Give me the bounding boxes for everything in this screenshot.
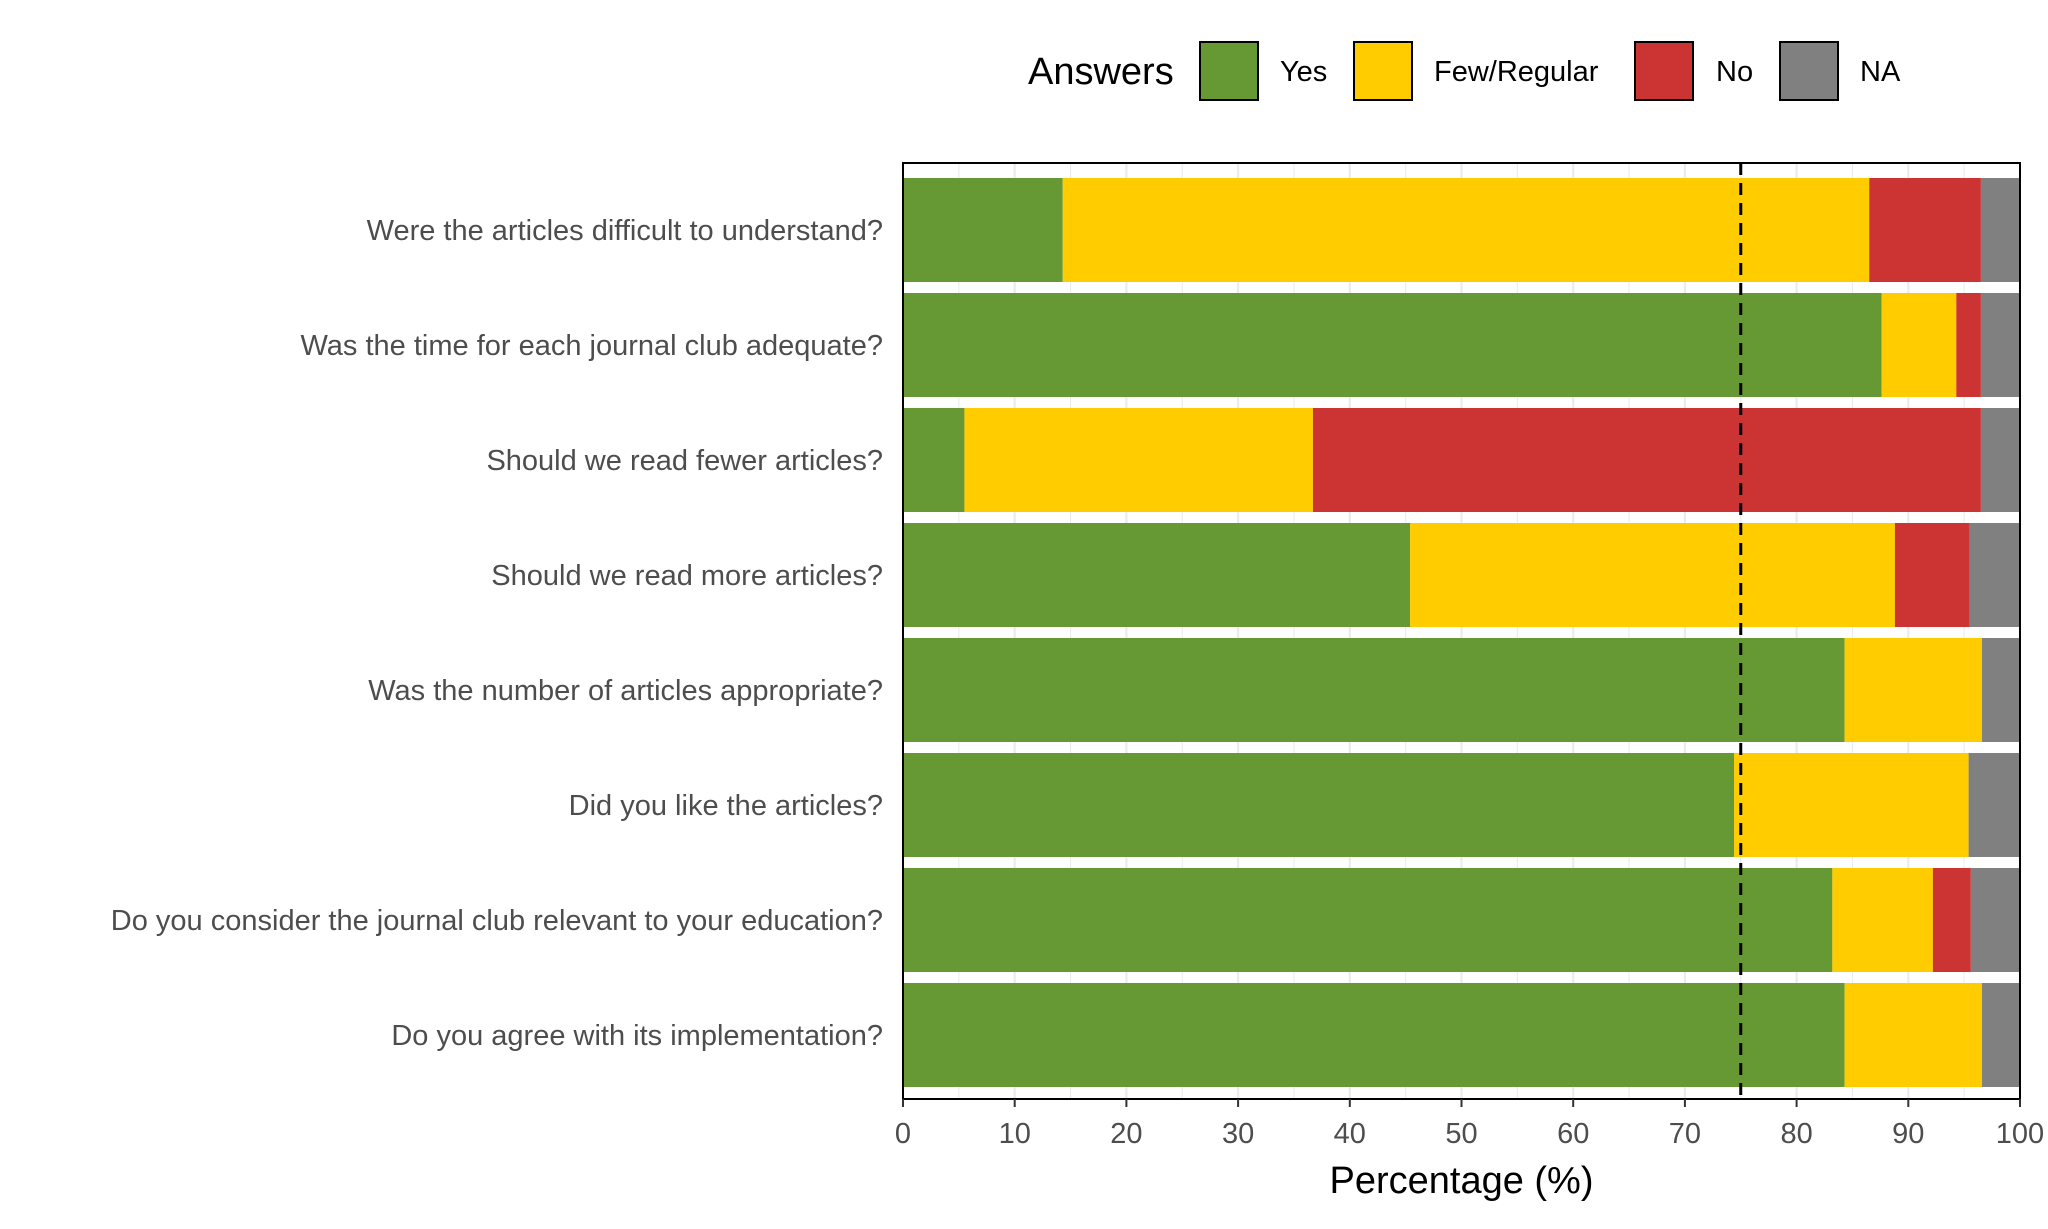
- legend-key-yes: [1199, 41, 1259, 101]
- x-tick-label: 60: [1557, 1118, 1589, 1150]
- legend-label-no: No: [1716, 56, 1753, 88]
- question-labels: Were the articles difficult to understan…: [111, 215, 883, 1052]
- bar-segment-few-regular-row-3: [964, 408, 1313, 512]
- bars: [903, 178, 2020, 1087]
- x-tick-label: 30: [1222, 1118, 1254, 1150]
- x-tick-label: 0: [895, 1118, 911, 1150]
- bar-segment-no-row-7: [1932, 868, 1971, 972]
- x-tick-label: 20: [1110, 1118, 1142, 1150]
- x-tick-label: 80: [1780, 1118, 1812, 1150]
- x-tick-label: 90: [1892, 1118, 1924, 1150]
- bar-segment-few-regular-row-1: [1062, 178, 1870, 282]
- bar-segment-na-row-3: [1980, 408, 2020, 512]
- bar-segment-few-regular-row-7: [1832, 868, 1933, 972]
- bar-segment-na-row-6: [1968, 753, 2020, 857]
- bar-segment-yes-row-7: [903, 868, 1833, 972]
- bar-segment-yes-row-2: [903, 293, 1882, 397]
- bar-segment-na-row-2: [1980, 293, 2020, 397]
- x-axis-title: Percentage (%): [1329, 1160, 1593, 1202]
- question-label: Do you agree with its implementation?: [391, 1020, 883, 1052]
- bar-segment-na-row-8: [1982, 983, 2020, 1087]
- bar-segment-few-regular-row-4: [1410, 523, 1895, 627]
- x-axis-ticks: 0 10 20 30 40 50 60 70 80 90 100: [895, 1099, 2044, 1150]
- legend-label-few-regular: Few/Regular: [1434, 56, 1599, 88]
- legend: Yes Few/Regular No NA: [1199, 41, 1901, 101]
- bar-segment-yes-row-4: [903, 523, 1411, 627]
- x-tick-label: 10: [999, 1118, 1031, 1150]
- bar-segment-few-regular-row-6: [1734, 753, 1969, 857]
- bar-segment-few-regular-row-2: [1881, 293, 1957, 397]
- bar-segment-na-row-4: [1969, 523, 2020, 627]
- bar-segment-few-regular-row-8: [1844, 983, 1983, 1087]
- x-tick-label: 100: [1996, 1118, 2044, 1150]
- bar-segment-na-row-1: [1980, 178, 2020, 282]
- bar-segment-yes-row-6: [903, 753, 1735, 857]
- legend-label-yes: Yes: [1280, 56, 1327, 88]
- bar-segment-yes-row-8: [903, 983, 1845, 1087]
- legend-key-few-regular: [1353, 41, 1413, 101]
- bar-segment-no-row-2: [1956, 293, 1981, 397]
- question-label: Were the articles difficult to understan…: [367, 215, 883, 247]
- bar-segment-no-row-1: [1869, 178, 1981, 282]
- question-label: Do you consider the journal club relevan…: [111, 905, 883, 937]
- question-label: Did you like the articles?: [569, 790, 883, 822]
- legend-key-na: [1779, 41, 1839, 101]
- legend-label-na: NA: [1860, 56, 1901, 88]
- question-label: Should we read more articles?: [491, 560, 883, 592]
- bar-segment-yes-row-5: [903, 638, 1845, 742]
- legend-title: Answers: [1028, 51, 1174, 93]
- bar-segment-few-regular-row-5: [1844, 638, 1983, 742]
- bar-segment-yes-row-1: [903, 178, 1063, 282]
- bar-segment-na-row-5: [1982, 638, 2020, 742]
- question-label: Was the time for each journal club adequ…: [301, 330, 884, 362]
- bar-segment-na-row-7: [1970, 868, 2020, 972]
- x-tick-label: 70: [1669, 1118, 1701, 1150]
- question-label: Was the number of articles appropriate?: [368, 675, 883, 707]
- bar-segment-yes-row-3: [903, 408, 965, 512]
- bar-segment-no-row-3: [1312, 408, 1981, 512]
- x-tick-label: 50: [1445, 1118, 1477, 1150]
- question-label: Should we read fewer articles?: [486, 445, 883, 477]
- x-tick-label: 40: [1334, 1118, 1366, 1150]
- legend-key-no: [1634, 41, 1694, 101]
- bar-segment-no-row-4: [1894, 523, 1970, 627]
